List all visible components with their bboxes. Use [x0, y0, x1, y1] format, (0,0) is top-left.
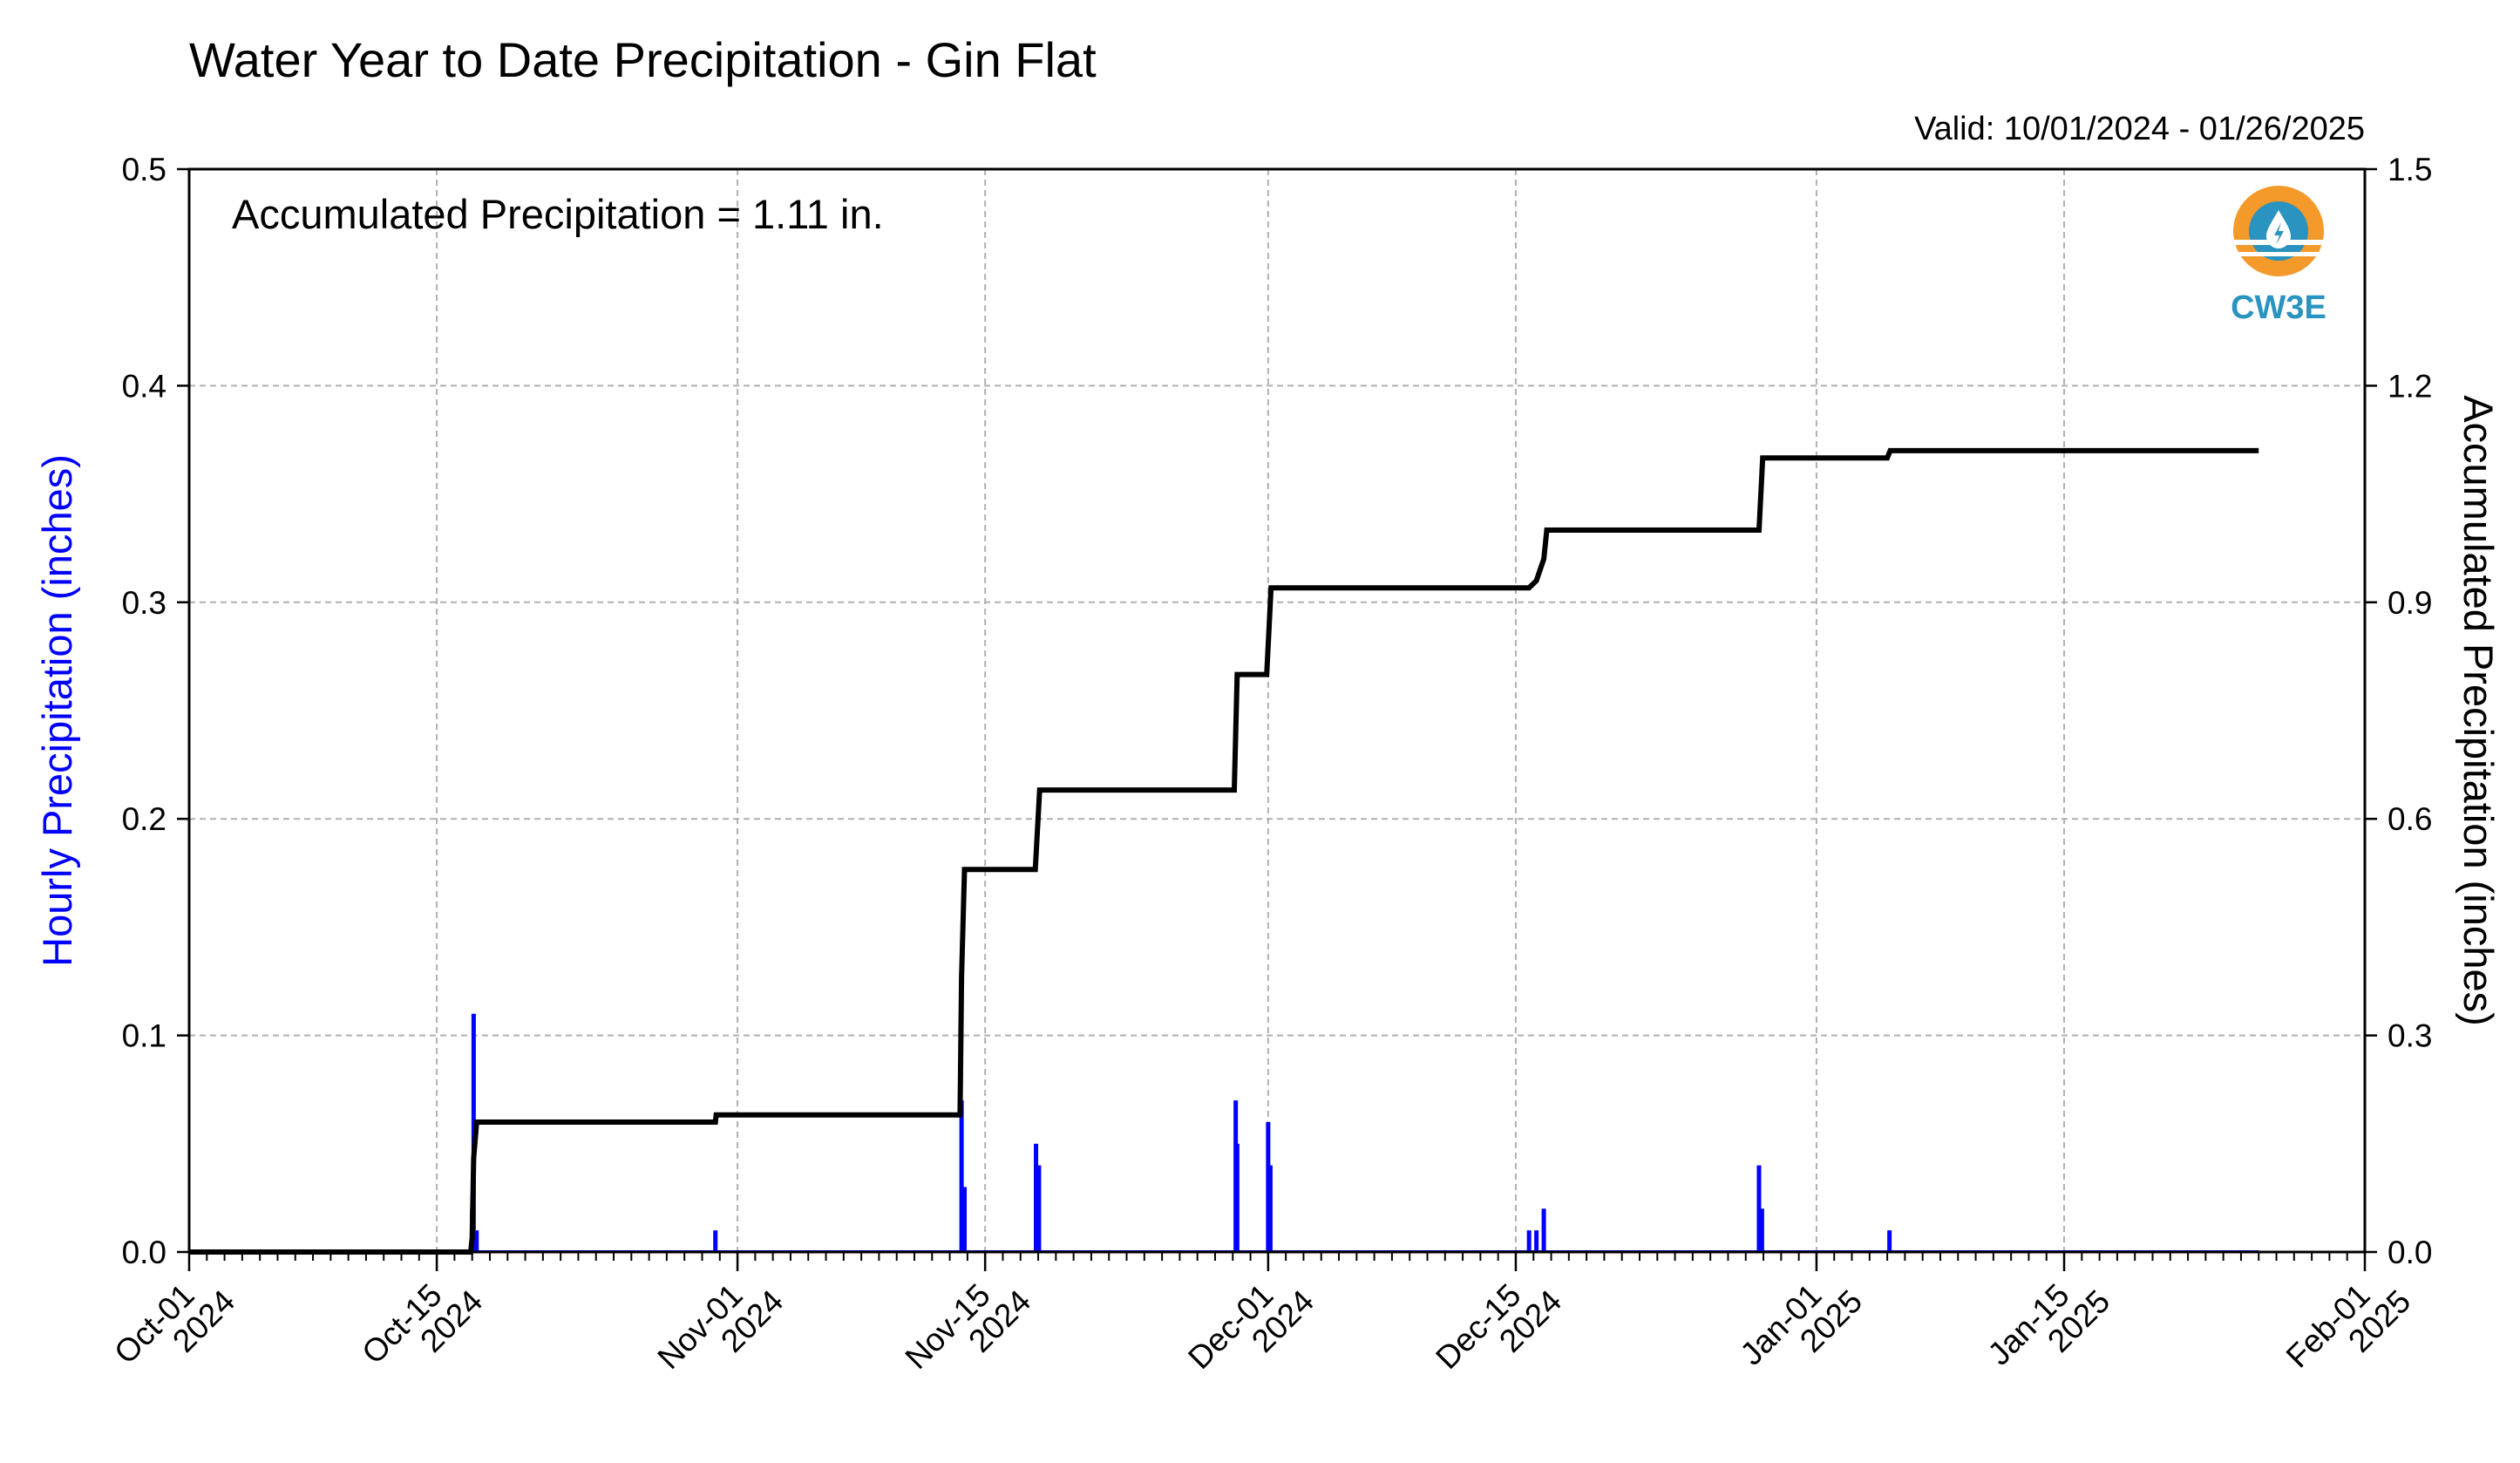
hourly-bar: [713, 1230, 718, 1252]
hourly-bar: [961, 1187, 967, 1252]
grid: [189, 169, 2365, 1252]
y-right-tick-label: 0.9: [2388, 585, 2432, 621]
hourly-bar: [474, 1230, 479, 1252]
hourly-bar: [1756, 1165, 1762, 1252]
hourly-bar: [1234, 1143, 1240, 1252]
y-axis-left-title: Hourly Precipitation (inches): [34, 454, 80, 967]
y-left-tick-label: 0.5: [122, 152, 166, 187]
y-left-tick-label: 0.2: [122, 801, 166, 837]
accumulated-total-annotation: Accumulated Precipitation = 1.11 in.: [232, 191, 884, 237]
y-left-tick-label: 0.0: [122, 1235, 166, 1270]
logo-wave-band-2: [2233, 252, 2324, 256]
hourly-bar: [1759, 1208, 1764, 1252]
hourly-bar: [1034, 1143, 1039, 1252]
cw3e-logo: CW3E: [2231, 186, 2326, 326]
y-right-tick-label: 0.0: [2388, 1235, 2432, 1270]
accumulated-precip-line-group: [189, 447, 2259, 1255]
plot-frame: [187, 167, 2367, 1254]
hourly-bar: [1887, 1230, 1892, 1252]
valid-range: Valid: 10/01/2024 - 01/26/2025: [1914, 111, 2365, 147]
hourly-bar: [1526, 1230, 1532, 1252]
hourly-precip-bars: [189, 1013, 2259, 1252]
hourly-bar: [1036, 1165, 1042, 1252]
accumulated-precip-line: [189, 447, 2259, 1255]
y-right-tick-label: 1.2: [2388, 368, 2432, 404]
y-axis-right-title: Accumulated Precipitation (inches): [2455, 395, 2502, 1026]
y-right-tick-label: 1.5: [2388, 152, 2432, 187]
y-left-tick-label: 0.3: [122, 585, 166, 621]
chart-title: Water Year to Date Precipitation - Gin F…: [189, 32, 1097, 87]
hourly-bar: [1534, 1230, 1539, 1252]
y-right-tick-label: 0.3: [2388, 1018, 2432, 1054]
axis-ticks: [177, 167, 2377, 1271]
y-left-tick-label: 0.1: [122, 1018, 166, 1054]
hourly-bar: [1541, 1208, 1546, 1252]
bolt-icon: [2274, 222, 2284, 245]
y-right-tick-label: 0.6: [2388, 801, 2432, 837]
y-left-tick-label: 0.4: [122, 368, 166, 404]
hourly-bar: [1266, 1121, 1271, 1252]
logo-text: CW3E: [2231, 289, 2326, 326]
hourly-bar: [959, 1100, 964, 1252]
hourly-bar: [1267, 1165, 1273, 1252]
